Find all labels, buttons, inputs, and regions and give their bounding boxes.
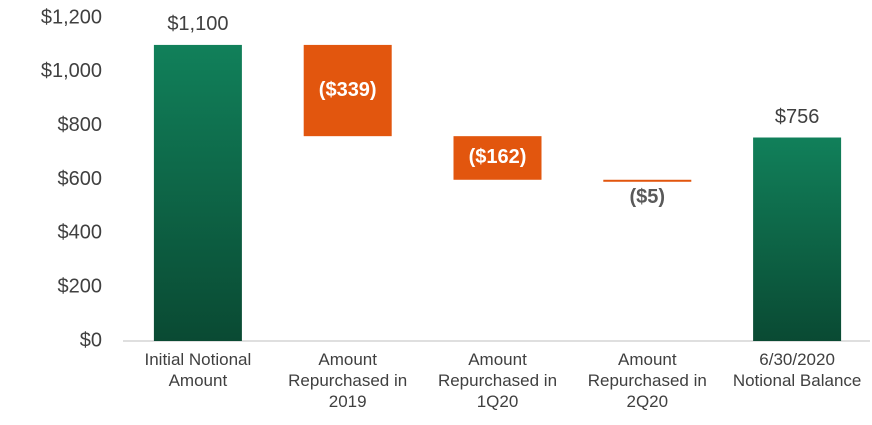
bar [603, 179, 692, 182]
x-tick-label: Initial Notional Amount [144, 350, 252, 390]
value-label: ($162) [469, 146, 527, 168]
y-tick-label: $600 [58, 168, 103, 190]
x-tick-label: Amount Repurchased in 2019 [288, 350, 408, 411]
bar [303, 44, 392, 137]
value-label: ($5) [630, 186, 666, 208]
y-tick-label: $800 [58, 114, 103, 136]
y-tick-label: $400 [58, 222, 103, 244]
x-tick-label: 6/30/2020 Notional Balance [732, 350, 862, 390]
bar [453, 136, 542, 180]
x-tick-label: Amount Repurchased in 1Q20 [437, 350, 558, 411]
bar [153, 44, 242, 342]
x-tick-label: Amount Repurchased in 2Q20 [587, 350, 707, 411]
y-tick-label: $200 [58, 275, 103, 297]
y-tick-label: $1,200 [41, 6, 102, 28]
value-label: ($339) [319, 79, 377, 101]
bar [753, 137, 842, 341]
value-label: $756 [775, 106, 820, 128]
y-tick-label: $1,000 [41, 60, 102, 82]
y-tick-label: $0 [80, 329, 102, 351]
value-label: $1,100 [167, 13, 228, 35]
